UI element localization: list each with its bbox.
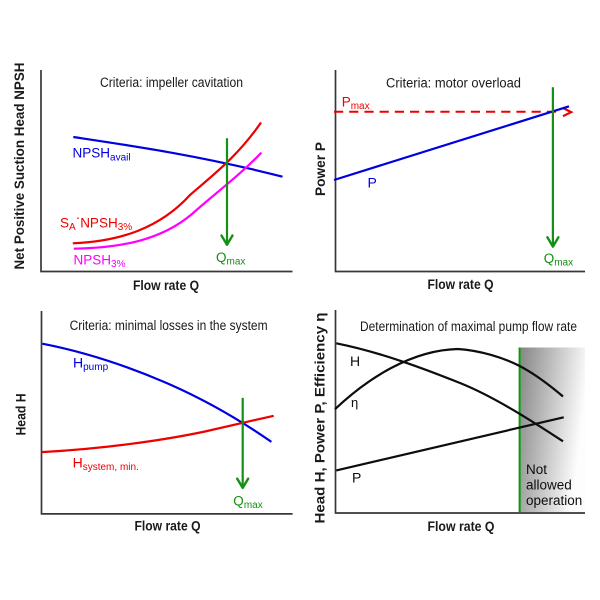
svg-text:Head H: Head H — [13, 394, 29, 436]
svg-text:allowed: allowed — [526, 478, 572, 493]
svg-text:operation: operation — [526, 493, 582, 508]
svg-text:Determination of maximal pump: Determination of maximal pump flow rate — [360, 319, 577, 334]
svg-text:Criteria: motor overload: Criteria: motor overload — [386, 76, 521, 91]
svg-text:Power P: Power P — [312, 142, 328, 196]
svg-text:Flow rate Q: Flow rate Q — [135, 518, 201, 534]
svg-text:Flow rate Q: Flow rate Q — [133, 277, 199, 293]
svg-text:Flow rate Q: Flow rate Q — [428, 518, 495, 534]
svg-text:Not: Not — [526, 462, 547, 477]
svg-text:P: P — [352, 470, 361, 486]
svg-text:H: H — [350, 353, 360, 369]
svg-text:Flow rate Q: Flow rate Q — [428, 276, 494, 292]
svg-text:Net Positive Suction Head NPSH: Net Positive Suction Head NPSH — [11, 63, 27, 270]
svg-text:Head H, Power P, Efficiency η: Head H, Power P, Efficiency η — [312, 313, 328, 524]
svg-text:η: η — [351, 395, 358, 410]
svg-text:Criteria: minimal losses in th: Criteria: minimal losses in the system — [70, 318, 268, 333]
svg-text:P: P — [368, 175, 377, 191]
svg-text:Criteria: impeller cavitation: Criteria: impeller cavitation — [100, 75, 243, 90]
